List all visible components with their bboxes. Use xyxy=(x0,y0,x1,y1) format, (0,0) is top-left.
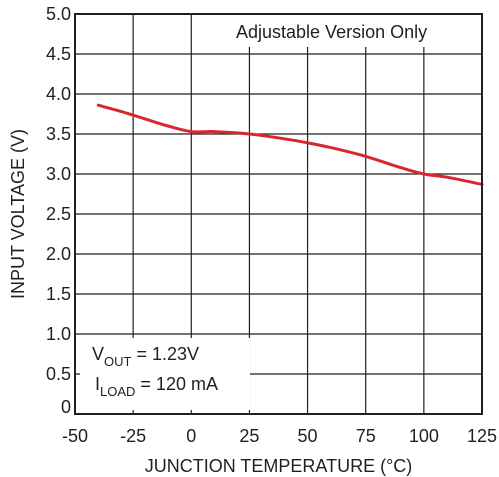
iload-main: I xyxy=(95,374,100,394)
vout-value: = 1.23V xyxy=(131,344,199,364)
x-tick-labels: -50 -25 0 25 50 75 100 125 xyxy=(62,426,497,446)
x-tick-label: -25 xyxy=(120,426,146,446)
y-tick-labels: 0 0.5 1.0 1.5 2.0 2.5 3.0 3.5 4.0 4.5 5.0 xyxy=(46,4,71,417)
vout-label: VOUT = 1.23V xyxy=(92,344,199,369)
vout-main: V xyxy=(92,344,104,364)
x-tick-label: 50 xyxy=(298,426,318,446)
x-tick-label: 25 xyxy=(239,426,259,446)
iload-label: ILOAD = 120 mA xyxy=(95,374,218,399)
x-tick-label: 125 xyxy=(467,426,497,446)
y-axis-title: INPUT VOLTAGE (V) xyxy=(8,129,28,299)
version-note: Adjustable Version Only xyxy=(236,22,427,42)
x-tick-label: -50 xyxy=(62,426,88,446)
conditions-box xyxy=(80,338,250,410)
plot-border xyxy=(74,13,483,415)
iload-value: = 120 mA xyxy=(135,374,218,394)
y-tick-label: 2.5 xyxy=(46,204,71,224)
y-tick-label: 0 xyxy=(61,397,71,417)
y-tick-label: 4.5 xyxy=(46,44,71,64)
version-note-box xyxy=(230,15,478,47)
y-tick-label: 1.0 xyxy=(46,324,71,344)
x-tick-label: 100 xyxy=(409,426,439,446)
grid-lines xyxy=(74,13,483,415)
y-tick-label: 4.0 xyxy=(46,84,71,104)
series-layer xyxy=(96,103,484,186)
series-line-0 xyxy=(96,103,484,186)
y-tick-label: 3.5 xyxy=(46,124,71,144)
y-tick-label: 3.0 xyxy=(46,164,71,184)
x-tick-label: 75 xyxy=(356,426,376,446)
y-tick-label: 5.0 xyxy=(46,4,71,24)
y-tick-label: 0.5 xyxy=(46,364,71,384)
x-tick-label: 0 xyxy=(186,426,196,446)
x-axis-title: JUNCTION TEMPERATURE (°C) xyxy=(145,456,413,476)
y-tick-label: 1.5 xyxy=(46,284,71,304)
vout-subscript: OUT xyxy=(104,354,132,369)
iload-subscript: LOAD xyxy=(100,384,135,399)
y-tick-label: 2.0 xyxy=(46,244,71,264)
